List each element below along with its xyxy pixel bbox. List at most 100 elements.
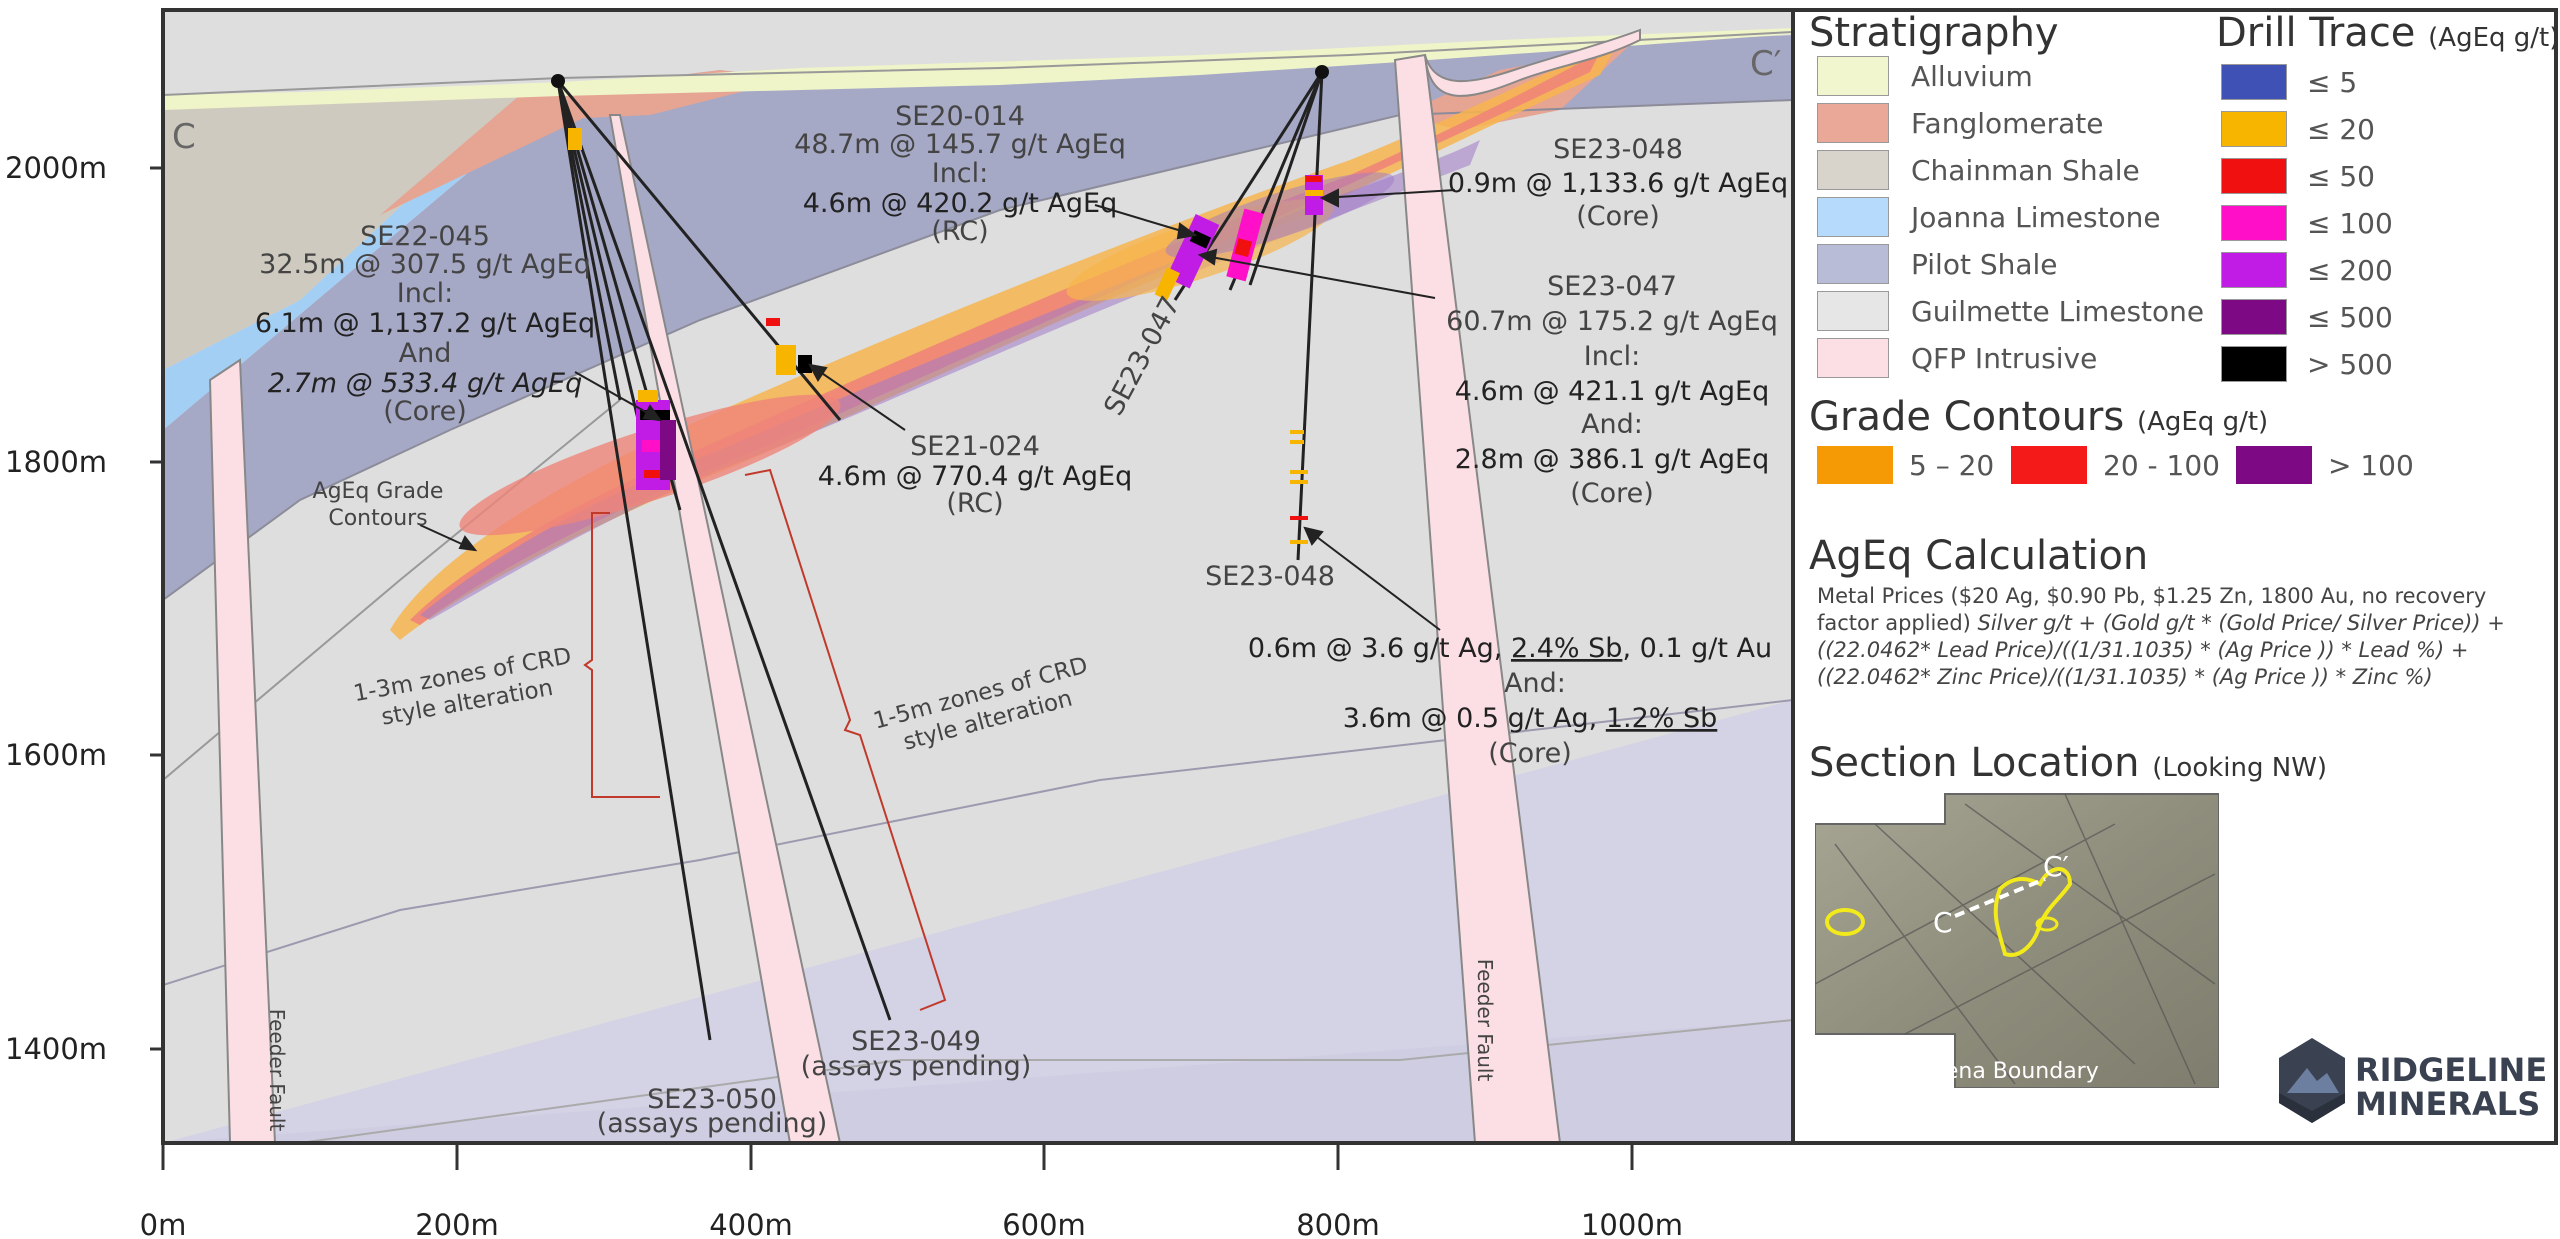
feeder-fault-right-dyke: [1393, 53, 1562, 1143]
ridgeline-minerals-logo: RIDGELINE MINERALS: [2277, 1033, 2547, 1133]
svg-text:(Core): (Core): [1488, 738, 1572, 769]
legend-item-drill-100: ≤ 100: [2221, 202, 2393, 244]
svg-text:And: And: [399, 338, 452, 369]
map-caption: Selena Boundary: [1911, 1059, 2099, 1084]
svg-text:Incl:: Incl:: [397, 278, 454, 309]
pilot-shale-unit: [163, 35, 1793, 600]
stratigraphy-title: Stratigraphy: [1809, 10, 2059, 56]
section-location-title: Section Location (Looking NW): [1809, 740, 2328, 786]
legend-swatch: [1817, 56, 1889, 96]
svg-text:48.7m @ 145.7 g/t AgEq: 48.7m @ 145.7 g/t AgEq: [794, 129, 1126, 160]
label-feeder-fault-right: Feeder Fault: [1473, 959, 1497, 1082]
drill-trace-se23-048: [1296, 71, 1324, 561]
drill-trace-title: Drill Trace (AgEq g/t): [2216, 10, 2560, 56]
assay-intervals: [568, 128, 1323, 544]
svg-text:(RC): (RC): [946, 488, 1003, 519]
svg-text:4.6m @ 421.1 g/t AgEq: 4.6m @ 421.1 g/t AgEq: [1455, 376, 1770, 407]
annotation-se23-047: SE23-047 60.7m @ 175.2 g/t AgEq Incl: 4.…: [1446, 271, 1778, 509]
crd-bracket-left: [583, 512, 660, 798]
annotation-grade-contours: AgEq Grade Contours: [313, 479, 444, 531]
legend-swatch: [1817, 291, 1889, 331]
legend-panel: Stratigraphy Alluvium Fanglomerate Chain…: [1793, 8, 2560, 1144]
svg-text:3.6m @ 0.5 g/t Ag, 1.2% Sb: 3.6m @ 0.5 g/t Ag, 1.2% Sb: [1343, 703, 1718, 734]
legend-item-drill-5: ≤ 5: [2221, 61, 2357, 103]
x-tick-label: 800m: [1296, 1208, 1380, 1239]
label-se23-048-lower: SE23-048: [1205, 561, 1335, 592]
section-location-map: C C′ Selena Boundary: [1815, 784, 2219, 1088]
svg-text:AgEq Grade: AgEq Grade: [313, 479, 444, 504]
drill-trace-se23-049: [556, 80, 892, 1021]
qfp-intrusive-dyke: [608, 114, 842, 1143]
chainman-shale-unit: [163, 95, 520, 370]
axis-ticks: [150, 166, 1634, 1170]
section-letter-right: C′: [1750, 44, 1781, 84]
legend-item-fanglomerate: Fanglomerate: [1817, 102, 2104, 144]
legend-item-drill-over-500: > 500: [2221, 343, 2393, 385]
legend-item-joanna-limestone: Joanna Limestone: [1817, 196, 2161, 238]
svg-text:SE21-024: SE21-024: [910, 431, 1040, 462]
legend-item-drill-200: ≤ 200: [2221, 249, 2393, 291]
legend-item-drill-500: ≤ 500: [2221, 296, 2393, 338]
collar-marker-east: [1315, 65, 1329, 79]
svg-text:And:: And:: [1581, 409, 1643, 440]
svg-text:Incl:: Incl:: [932, 158, 989, 189]
legend-swatch: [1817, 150, 1889, 190]
y-tick-label: 1800m: [5, 445, 107, 479]
annotation-se23-049: SE23-049 (assays pending): [801, 1026, 1032, 1082]
legend-item-pilot-shale: Pilot Shale: [1817, 243, 2058, 285]
svg-text:Incl:: Incl:: [1584, 341, 1641, 372]
crd-bracket-right: [744, 468, 947, 1011]
svg-text:(assays pending): (assays pending): [597, 1108, 828, 1139]
annotation-se23-050: SE23-050 (assays pending): [597, 1084, 828, 1139]
svg-text:2.8m @ 386.1 g/t AgEq: 2.8m @ 386.1 g/t AgEq: [1455, 444, 1770, 475]
svg-text:32.5m @ 307.5 g/t AgEq: 32.5m @ 307.5 g/t AgEq: [259, 249, 591, 280]
svg-text:0.6m @ 3.6 g/t Ag, 2.4% Sb, 0.: 0.6m @ 3.6 g/t Ag, 2.4% Sb, 0.1 g/t Au: [1248, 633, 1772, 664]
grade-contours-title: Grade Contours (AgEq g/t): [1809, 394, 2269, 440]
annotation-se23-048-top: SE23-048 0.9m @ 1,133.6 g/t AgEq (Core): [1448, 134, 1788, 232]
annotation-se22-045: SE22-045 32.5m @ 307.5 g/t AgEq Incl: 6.…: [255, 221, 595, 427]
svg-text:Contours: Contours: [328, 506, 427, 531]
legend-item-alluvium: Alluvium: [1817, 55, 2033, 97]
ageq-calculation-text: Metal Prices ($20 Ag, $0.90 Pb, $1.25 Zn…: [1817, 584, 2505, 689]
section-geology: [163, 10, 1793, 1143]
annotation-se20-014: SE20-014 48.7m @ 145.7 g/t AgEq Incl: 4.…: [794, 101, 1126, 247]
x-tick-label: 400m: [709, 1208, 793, 1239]
legend-item-grade-over-100: > 100: [2236, 444, 2414, 486]
svg-text:(assays pending): (assays pending): [801, 1051, 1032, 1082]
annotation-se23-048-lower: 0.6m @ 3.6 g/t Ag, 2.4% Sb, 0.1 g/t Au A…: [1248, 633, 1772, 769]
label-feeder-fault-left: Feeder Fault: [265, 1009, 289, 1132]
y-tick-label: 1600m: [5, 738, 107, 772]
svg-text:SE23-047: SE23-047: [1547, 271, 1677, 302]
legend-item-qfp-intrusive: QFP Intrusive: [1817, 337, 2097, 379]
legend-swatch: [1817, 338, 1889, 378]
lower-guilmette-unit: [163, 700, 1793, 1143]
svg-text:4.6m @ 420.2 g/t AgEq: 4.6m @ 420.2 g/t AgEq: [803, 188, 1118, 219]
legend-item-drill-50: ≤ 50: [2221, 155, 2375, 197]
svg-text:SE23-050: SE23-050: [647, 1084, 777, 1115]
axis-labels: 2000m 1800m 1600m 1400m 0m 200m 400m 600…: [5, 151, 1683, 1239]
svg-text:(RC): (RC): [931, 216, 988, 247]
svg-text:(Core): (Core): [383, 396, 467, 427]
legend-swatch: [1817, 244, 1889, 284]
feeder-fault-left-dyke: [208, 358, 277, 1143]
legend-swatch: [1817, 197, 1889, 237]
fanglomerate-unit: [380, 70, 760, 215]
annotation-se21-024: SE21-024 4.6m @ 770.4 g/t AgEq (RC): [818, 431, 1133, 519]
svg-text:2.7m @ 533.4 g/t AgEq: 2.7m @ 533.4 g/t AgEq: [268, 368, 583, 399]
svg-text:RIDGELINE: RIDGELINE: [2355, 1051, 2547, 1089]
x-tick-label: 1000m: [1581, 1208, 1683, 1239]
legend-swatch: [1817, 103, 1889, 143]
map-label-c-prime: C′: [2043, 850, 2069, 883]
section-letter-left: C: [172, 117, 196, 157]
x-tick-label: 0m: [140, 1208, 187, 1239]
x-tick-label: 600m: [1002, 1208, 1086, 1239]
svg-text:60.7m @ 175.2 g/t AgEq: 60.7m @ 175.2 g/t AgEq: [1446, 306, 1778, 337]
svg-text:(Core): (Core): [1570, 478, 1654, 509]
svg-text:SE22-045: SE22-045: [360, 221, 490, 252]
legend-item-guilmette-limestone: Guilmette Limestone: [1817, 290, 2204, 332]
legend-item-grade-5-20: 5 – 20: [1817, 444, 1994, 486]
ageq-calculation-title: AgEq Calculation: [1809, 533, 2149, 579]
svg-text:SE23-049: SE23-049: [851, 1026, 981, 1057]
y-tick-label: 2000m: [5, 151, 107, 185]
